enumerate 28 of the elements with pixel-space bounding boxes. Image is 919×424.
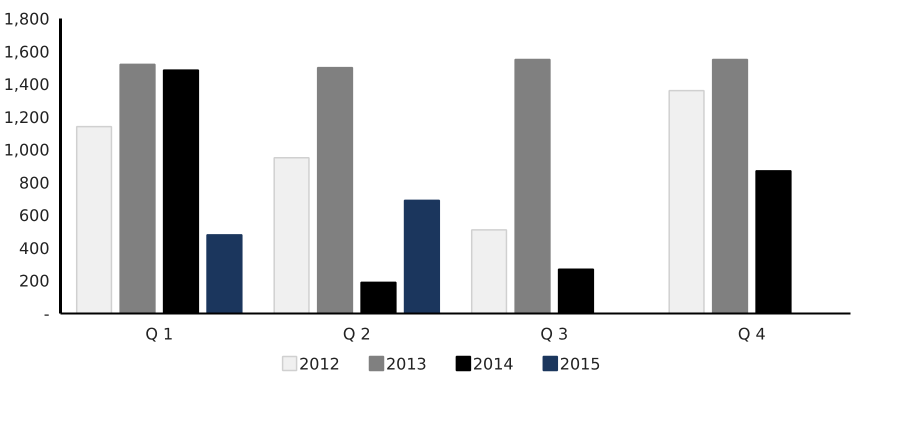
- y-tick-label: 200: [18, 272, 50, 291]
- bar: [206, 234, 243, 314]
- legend-label: 2012: [299, 354, 340, 374]
- bar: [119, 64, 156, 314]
- y-tick-label: 1,400: [4, 75, 50, 94]
- y-tick-label: 1,200: [4, 108, 50, 127]
- legend-label: 2015: [560, 354, 600, 374]
- y-tick-label: 600: [18, 206, 50, 226]
- legend-label: 2014: [472, 354, 514, 374]
- bar: [514, 58, 551, 314]
- bar: [76, 126, 112, 314]
- bar: [712, 58, 748, 314]
- y-tick-label: 1,000: [4, 140, 50, 160]
- bar: [404, 200, 440, 314]
- bar: [316, 66, 354, 314]
- y-tick-label: 1,800: [4, 10, 50, 28]
- y-tick-label: 400: [18, 238, 50, 258]
- bar: [470, 229, 508, 314]
- bar: [668, 90, 705, 314]
- legend-label: 2013: [386, 354, 427, 374]
- y-tick-label: -: [44, 304, 50, 324]
- x-tick-label: Q 2: [342, 324, 371, 344]
- x-tick-label: Q 1: [145, 324, 174, 344]
- y-tick-label: 1,600: [4, 42, 50, 62]
- bar: [273, 157, 310, 314]
- x-tick-label: Q 3: [540, 324, 568, 344]
- x-tick-label: Q 4: [738, 324, 766, 344]
- y-tick-label: 800: [18, 173, 50, 192]
